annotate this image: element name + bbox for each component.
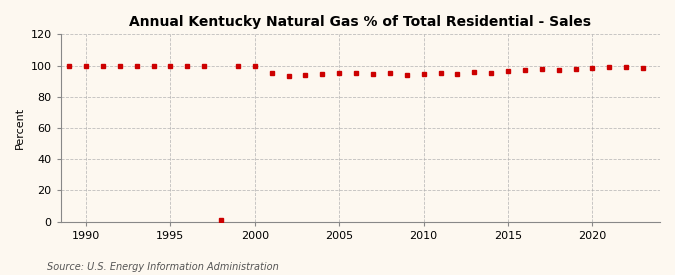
Title: Annual Kentucky Natural Gas % of Total Residential - Sales: Annual Kentucky Natural Gas % of Total R… — [130, 15, 591, 29]
Y-axis label: Percent: Percent — [15, 107, 25, 149]
Text: Source: U.S. Energy Information Administration: Source: U.S. Energy Information Administ… — [47, 262, 279, 272]
